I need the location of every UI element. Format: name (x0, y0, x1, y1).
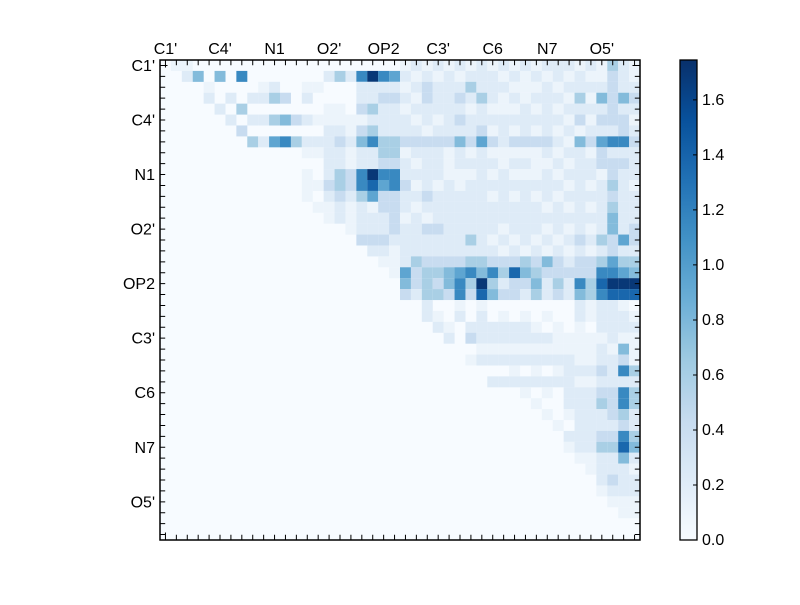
svg-text:OP2: OP2 (123, 276, 155, 293)
svg-text:O5': O5' (590, 41, 614, 58)
svg-text:C6: C6 (483, 41, 504, 58)
svg-text:OP2: OP2 (368, 41, 400, 58)
svg-text:0.2: 0.2 (702, 477, 724, 494)
svg-text:C1': C1' (131, 58, 155, 75)
svg-text:1.0: 1.0 (702, 257, 724, 274)
svg-text:C1': C1' (154, 41, 178, 58)
svg-text:0.6: 0.6 (702, 367, 724, 384)
svg-text:N1: N1 (264, 41, 285, 58)
svg-text:1.6: 1.6 (702, 92, 724, 109)
svg-text:C6: C6 (135, 385, 156, 402)
svg-text:N1: N1 (135, 167, 156, 184)
svg-text:1.2: 1.2 (702, 202, 724, 219)
svg-text:1.4: 1.4 (702, 147, 724, 164)
svg-text:0.4: 0.4 (702, 422, 724, 439)
svg-text:O2': O2' (317, 41, 341, 58)
svg-text:0.8: 0.8 (702, 312, 724, 329)
svg-text:N7: N7 (537, 41, 558, 58)
svg-text:0.0: 0.0 (702, 532, 724, 549)
svg-text:C4': C4' (208, 41, 232, 58)
svg-text:N7: N7 (135, 440, 156, 457)
svg-text:C4': C4' (131, 113, 155, 130)
svg-text:O2': O2' (131, 222, 155, 239)
svg-text:O5': O5' (131, 494, 155, 511)
svg-text:C3': C3' (131, 331, 155, 348)
svg-text:C3': C3' (426, 41, 450, 58)
